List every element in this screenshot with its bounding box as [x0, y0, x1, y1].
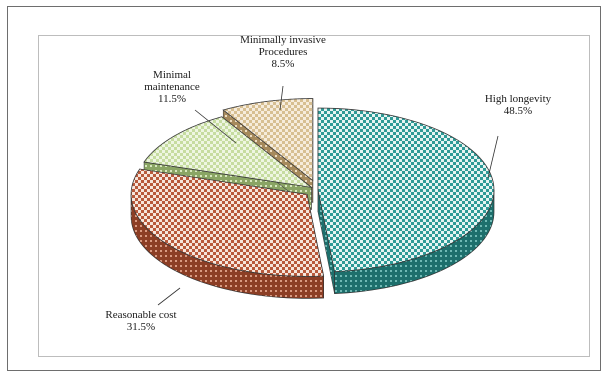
pie-slice-high-longevity [317, 107, 495, 295]
slice-category-label: Reasonable cost [105, 309, 176, 321]
leader-line [279, 85, 284, 111]
slice-value-label: 48.5% [504, 105, 532, 117]
slice-top [222, 98, 314, 182]
slice-value-label: 8.5% [272, 58, 295, 70]
slice-top [317, 107, 495, 273]
slice-category-label: Procedures [259, 46, 308, 58]
slice-category-label: Minimal [153, 69, 191, 81]
slice-top [130, 168, 325, 277]
slice-value-label: 31.5% [127, 321, 155, 333]
plot-area [38, 35, 590, 357]
slice-category-label: High longevity [485, 93, 552, 105]
slice-top [143, 116, 313, 188]
slice-category-label: maintenance [144, 81, 200, 93]
leader-line [487, 135, 499, 179]
pie-slice-reasonable-cost [130, 168, 325, 299]
leader-line [194, 109, 237, 144]
slice-value-label: 11.5% [158, 93, 186, 105]
leader-line [157, 287, 181, 306]
chart-frame [7, 6, 601, 371]
slice-category-label: Minimally invasive [240, 34, 326, 46]
